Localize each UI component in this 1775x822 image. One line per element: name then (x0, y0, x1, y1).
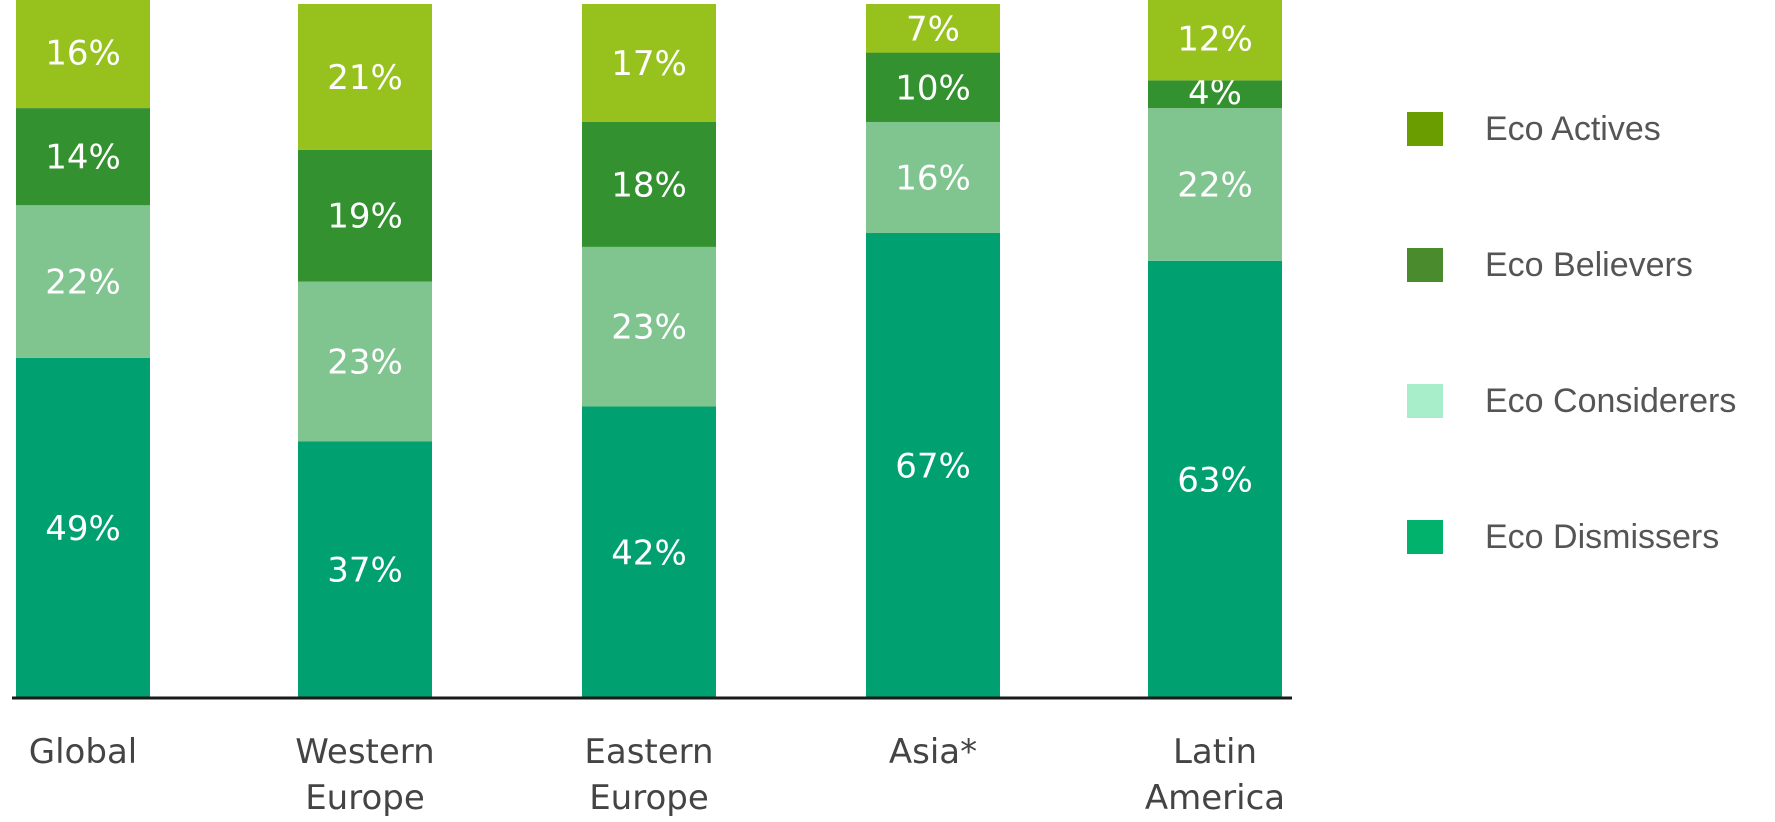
bar-segment-asia-eco-considerers (866, 121, 1000, 234)
legend-swatch-eco-believers (1407, 248, 1443, 282)
category-labels-group: Global Western Europe Eastern Europe Asia* Lat… (29, 732, 1285, 818)
bar-segment-eastern-europe-eco-believers (582, 121, 716, 247)
bar-segment-eastern-europe-eco-considerers (582, 246, 716, 407)
legend-swatch-eco-actives (1407, 112, 1443, 146)
bar-label-eastern-europe-eco-dismissers: 42% (611, 533, 687, 573)
bar-label-global-eco-actives: 16% (45, 34, 121, 74)
bar-label-asia-eco-dismissers: 67% (895, 447, 971, 487)
bar-label-eastern-europe-eco-actives: 17% (611, 44, 687, 84)
bar-label-asia-eco-actives: 7% (906, 9, 960, 49)
bar-segment-western-europe-eco-actives (298, 4, 432, 150)
legend-label-eco-dismissers: Eco Dismissers (1485, 518, 1720, 556)
legend-swatch-eco-dismissers (1407, 520, 1443, 554)
legend-item-eco-believers: Eco Believers (1395, 226, 1765, 362)
bar-segment-western-europe-eco-dismissers (298, 441, 432, 698)
bars-group: 49% 22% 14% 16% 37% 23% 19% 21% 42% 23% 18% 17% 67% 1… (16, 0, 1282, 698)
bar-segment-eastern-europe-eco-dismissers (582, 406, 716, 698)
category-label-global: Global (29, 732, 137, 772)
bar-segment-western-europe-eco-considerers (298, 281, 432, 442)
bar-label-asia-eco-believers: 10% (895, 68, 971, 108)
bar-segment-global-eco-considerers (16, 205, 150, 358)
bar-label-global-eco-believers: 14% (45, 138, 121, 178)
bar-segment-latin-america-eco-considerers (1148, 108, 1282, 261)
bar-label-latin-america-eco-actives: 12% (1177, 20, 1253, 60)
bar-label-latin-america-eco-dismissers: 63% (1177, 460, 1253, 500)
bar-segment-latin-america-eco-dismissers (1148, 260, 1282, 698)
category-label-western-europe: Western Europe (295, 732, 434, 818)
bar-label-western-europe-eco-considerers: 23% (327, 342, 403, 382)
bar-label-asia-eco-considerers: 16% (895, 159, 971, 199)
bar-segment-latin-america-eco-actives (1148, 0, 1282, 81)
legend-item-eco-dismissers: Eco Dismissers (1395, 498, 1765, 634)
legend-label-eco-believers: Eco Believers (1485, 246, 1693, 284)
legend-item-eco-considerers: Eco Considerers (1395, 362, 1765, 498)
bar-label-latin-america-eco-considerers: 22% (1177, 165, 1253, 205)
bar-label-western-europe-eco-believers: 19% (327, 197, 403, 237)
bar-label-eastern-europe-eco-believers: 18% (611, 165, 687, 205)
bar-label-global-eco-dismissers: 49% (45, 509, 121, 549)
category-label-asia: Asia* (889, 732, 977, 772)
category-label-latin-america: Latin America (1145, 732, 1285, 818)
legend: Eco Actives Eco Believers Eco Considerer… (1395, 90, 1765, 634)
bar-segment-western-europe-eco-believers (298, 149, 432, 282)
bar-segment-asia-eco-actives (866, 4, 1000, 53)
bar-segment-global-eco-actives (16, 0, 150, 109)
bar-segment-latin-america-eco-believers (1148, 80, 1282, 109)
legend-swatch-eco-considerers (1407, 384, 1443, 418)
bar-segment-eastern-europe-eco-actives (582, 4, 716, 122)
bar-segment-global-eco-dismissers (16, 357, 150, 698)
bar-label-western-europe-eco-dismissers: 37% (327, 551, 403, 591)
bar-label-eastern-europe-eco-considerers: 23% (611, 308, 687, 348)
legend-item-eco-actives: Eco Actives (1395, 90, 1765, 226)
bar-label-global-eco-considerers: 22% (45, 263, 121, 303)
bar-label-western-europe-eco-actives: 21% (327, 58, 403, 98)
legend-label-eco-actives: Eco Actives (1485, 110, 1661, 148)
category-label-eastern-europe: Eastern Europe (584, 732, 713, 818)
bar-segment-asia-eco-dismissers (866, 233, 1000, 698)
legend-label-eco-considerers: Eco Considerers (1485, 382, 1737, 420)
bar-segment-global-eco-believers (16, 108, 150, 206)
bar-segment-asia-eco-believers (866, 52, 1000, 122)
